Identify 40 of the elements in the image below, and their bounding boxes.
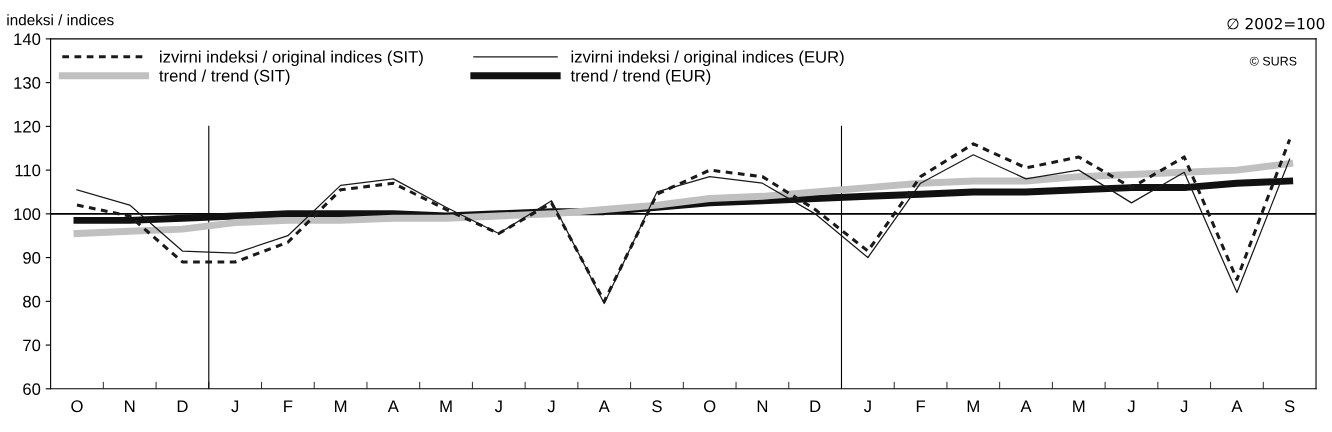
x-tick-label: D [810,400,821,412]
text: ∅ 2002=100 [1227,17,1325,30]
x-tick-label: J [1180,400,1188,413]
x-tick-label: M [1073,400,1085,412]
y-axis-title: indeksi / indices [7,14,114,26]
y-tick-label: 100 [14,208,41,221]
y-tick-label: 110 [15,164,41,177]
y-tick-label: 60 [23,383,41,395]
y-tick-label: 90 [23,251,41,264]
legend-label: izvirni indeksi / original indices (EUR) [571,50,844,67]
x-tick-label: O [71,400,83,413]
x-tick-label: J [494,400,502,413]
x-tick-label: J [547,400,555,413]
x-tick-label: F [284,400,293,412]
x-tick-label: M [440,400,452,412]
x-tick-label: F [916,400,925,412]
x-tick-label: J [231,400,239,413]
x-tick-label: S [652,400,662,413]
x-tick-label: A [1231,400,1243,412]
legend-label: izvirni indeksi / original indices (SIT) [160,50,423,67]
x-tick-label: J [1127,400,1135,413]
x-tick-label: A [387,400,399,412]
y-tick-label: 70 [23,339,41,352]
x-tick-label: D [177,400,188,412]
legend-label: trend / trend (EUR) [570,69,711,85]
x-tick-label: A [598,400,610,412]
y-tick-label: 80 [23,295,41,308]
x-tick-label: N [757,400,768,412]
y-tick-label: 140 [14,33,41,46]
x-tick-label: A [1020,400,1032,412]
y-tick-label: 120 [14,120,41,133]
x-tick-label: J [863,400,871,413]
annotation: © SURS [1249,56,1297,66]
x-tick-label: M [335,400,347,412]
x-tick-label: M [967,400,979,412]
x-tick-label: N [125,400,135,412]
x-tick-label: O [703,400,716,413]
y-tick-label: 130 [14,77,41,89]
legend-label: trend / trend (SIT) [159,69,290,85]
x-tick-label: S [1284,400,1295,413]
